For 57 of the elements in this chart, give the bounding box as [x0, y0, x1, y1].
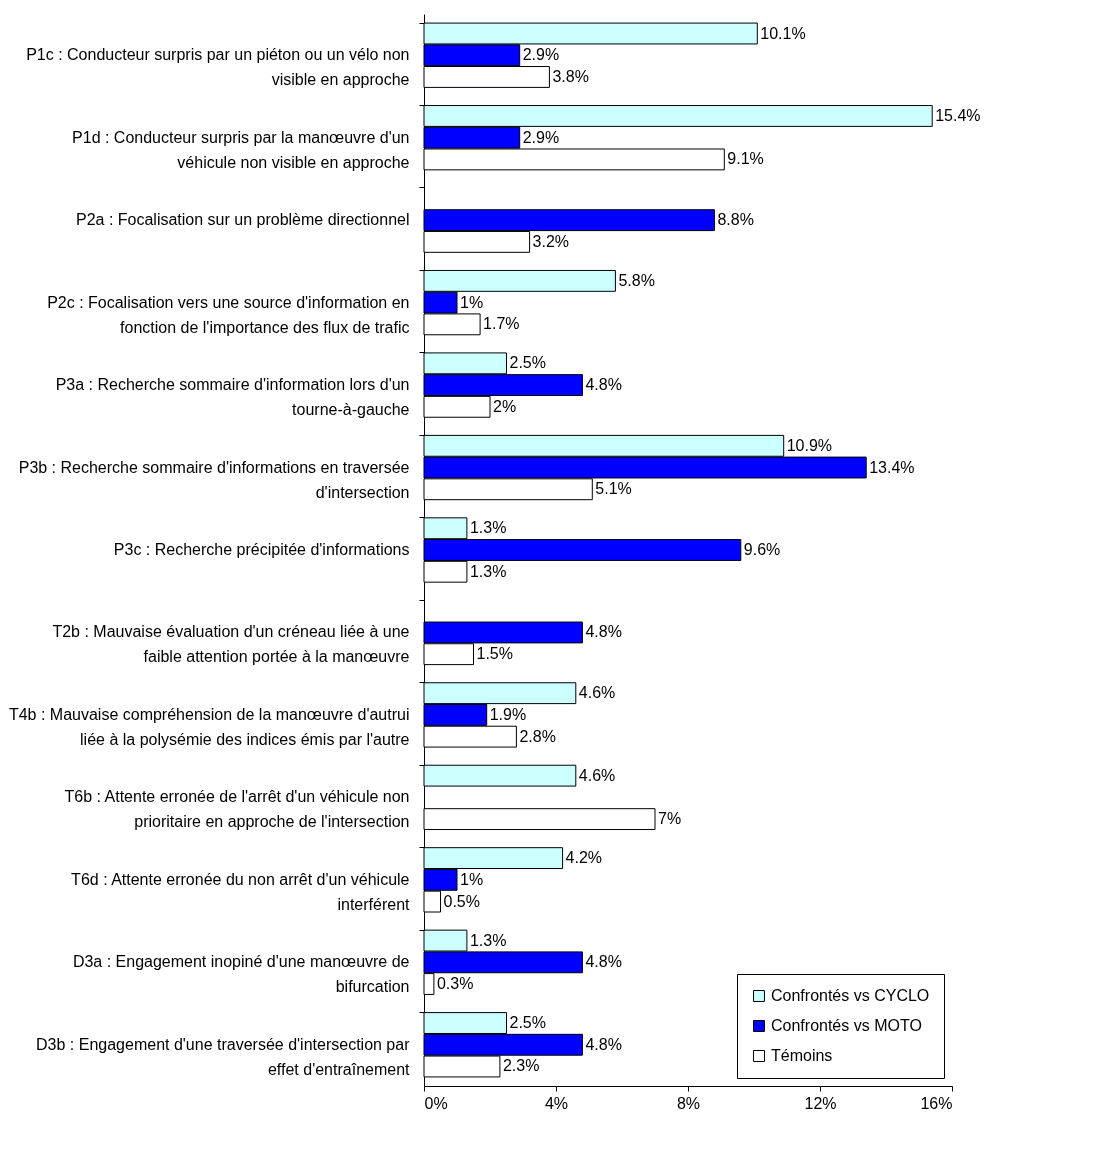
x-tick-label: 12% — [804, 1094, 837, 1112]
data-label: 2% — [493, 397, 517, 415]
x-tick-label: 4% — [544, 1094, 569, 1112]
data-label: 3.8% — [552, 67, 589, 85]
y-tick-label: P2a : Focalisation sur un problème directionnel — [75, 211, 410, 229]
data-label: 4.8% — [585, 376, 622, 394]
y-tick-label: P2c : Focalisation vers une source d'information en fonction de l'importance des flux de trafic — [47, 293, 410, 336]
legend-label: Témoins — [771, 1047, 833, 1064]
data-label: 7% — [658, 810, 682, 828]
y-tick-label: D3a : Engagement inopiné d'une manœuvre de bifurcation — [72, 953, 410, 996]
data-label: 1% — [460, 870, 484, 888]
data-label: 3.2% — [532, 232, 570, 250]
data-label: 9.6% — [743, 541, 781, 558]
data-label: 13.4% — [869, 458, 915, 476]
data-label: 8.8% — [717, 211, 754, 229]
x-tick-label: 16% — [920, 1094, 953, 1112]
data-label: 1.3% — [469, 562, 507, 580]
data-label: 1% — [460, 293, 484, 311]
y-tick-label: P1c : Conducteur surpris par un piéton ou un vélo non visible en approche — [26, 46, 410, 89]
data-label: 1.5% — [476, 645, 513, 663]
y-tick-label: T6b : Attente erronée de l'arrêt d'un véhicule non prioritaire en approche de l'intersection — [64, 788, 410, 831]
data-label: 0.3% — [436, 975, 474, 993]
data-label: 5.1% — [595, 480, 632, 498]
data-label: 0.5% — [443, 892, 480, 910]
y-tick-label: T6d : Attente erronée du non arrêt d'un véhicule interférent — [71, 870, 411, 913]
y-tick-label: T4b : Mauvaise compréhension de la manœuvre d'autrui liée à la polysémie des indices émis par l'autre — [8, 705, 410, 748]
data-label: 1.3% — [469, 519, 507, 537]
data-label: 2.5% — [509, 1014, 546, 1032]
data-label: 2.9% — [522, 128, 560, 146]
data-label: 1.3% — [469, 931, 507, 949]
legend-label: Confrontés vs MOTO — [771, 1017, 922, 1034]
y-tick-label: T2b : Mauvaise évaluation d'un créneau liée à une faible attention portée à la manœuvre — [52, 623, 410, 666]
data-label: 4.8% — [585, 953, 622, 971]
x-tick-label: 0% — [424, 1094, 448, 1112]
y-tick-label: D3b : Engagement d'une traversée d'intersection par effet d'entraînement — [36, 1035, 411, 1078]
data-label: 1.9% — [489, 705, 527, 723]
data-label: 4.6% — [578, 684, 616, 702]
data-label: 10.1% — [760, 24, 806, 42]
data-label: 15.4% — [935, 106, 981, 124]
x-tick-label: 8% — [676, 1094, 701, 1112]
data-label: 4.8% — [585, 623, 622, 641]
data-label: 4.6% — [578, 766, 616, 784]
data-label: 2.9% — [522, 46, 560, 64]
data-label: 2.3% — [502, 1057, 540, 1075]
data-label: 2.5% — [509, 354, 546, 372]
y-tick-label: P3a : Recherche sommaire d'information lors d'un tourne-à-gauche — [55, 376, 410, 419]
data-label: 2.8% — [519, 727, 556, 745]
data-label: 10.9% — [786, 436, 833, 454]
y-tick-label: P3c : Recherche précipitée d'informations — [113, 541, 410, 558]
data-label: 1.7% — [483, 315, 520, 333]
data-label: 9.1% — [727, 150, 764, 168]
y-tick-label: P1d : Conducteur surpris par la manœuvre d'un véhicule non visible en approche — [72, 128, 410, 171]
data-label: 5.8% — [618, 271, 655, 289]
data-label: 4.2% — [565, 849, 603, 867]
data-label: 4.8% — [585, 1035, 622, 1053]
y-tick-label: P3b : Recherche sommaire d'informations en traversée d'intersection — [18, 458, 410, 501]
legend-label: Confrontés vs CYCLO — [771, 987, 930, 1004]
